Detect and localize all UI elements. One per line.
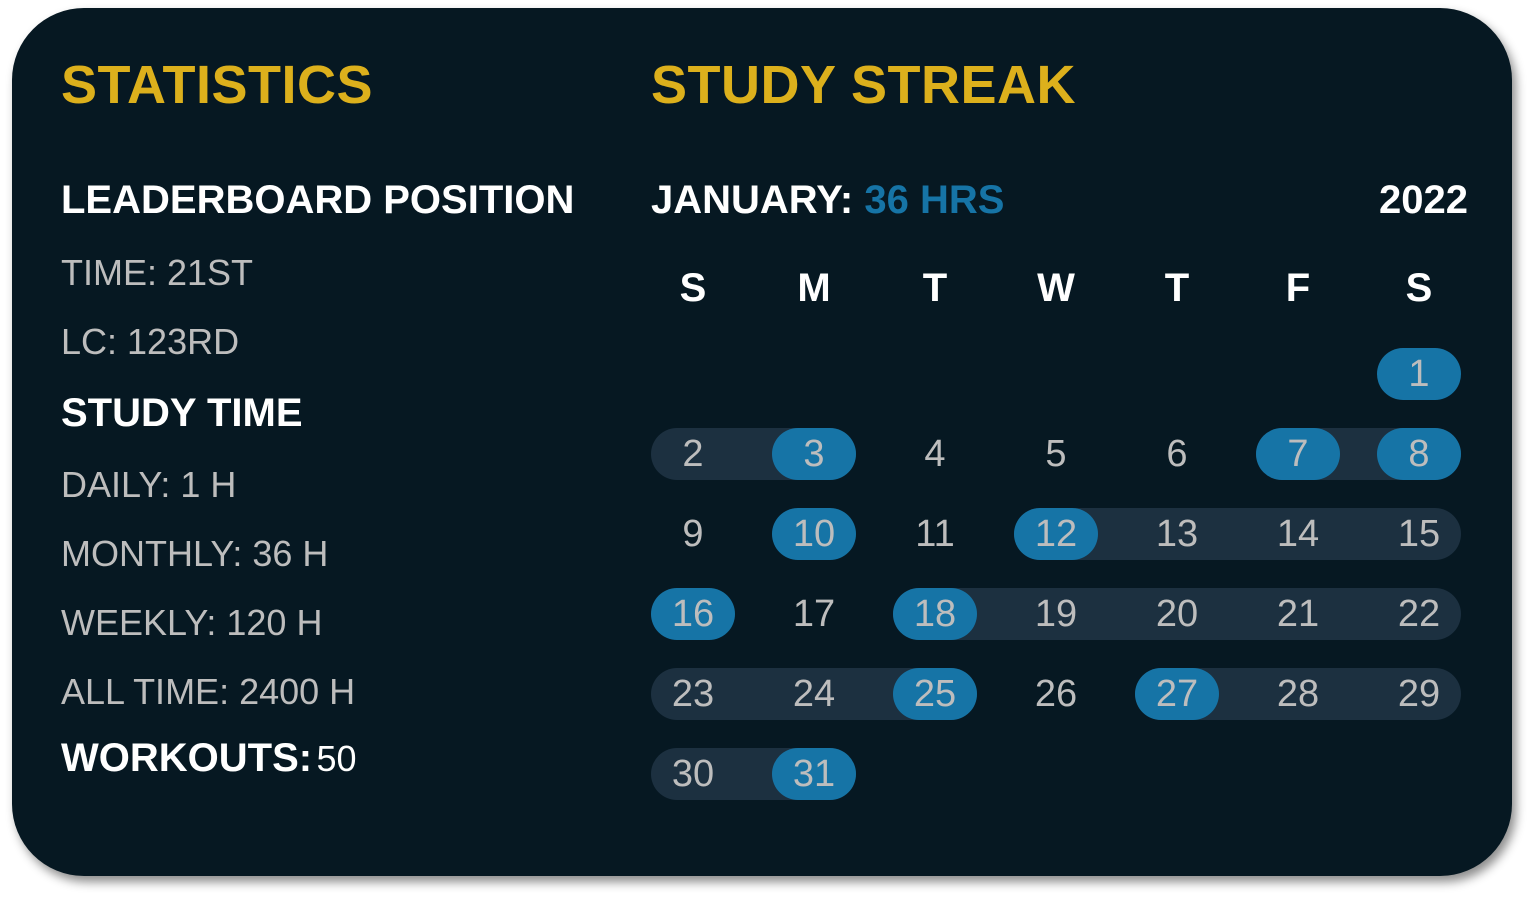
calendar-day[interactable]: 24 (792, 673, 836, 715)
workouts-label: WORKOUTS: (61, 736, 313, 780)
calendar-day-studied[interactable]: 8 (1377, 428, 1461, 480)
month-hours: 36 HRS (864, 178, 1005, 222)
calendar-day[interactable]: 9 (682, 513, 704, 555)
leaderboard-time: TIME: 21ST (61, 252, 254, 293)
month-summary: JANUARY: 36 HRS (651, 178, 1004, 223)
calendar-day[interactable]: 29 (1397, 673, 1441, 715)
study-streak-title: STUDY STREAK (651, 55, 1077, 115)
calendar-day-studied[interactable]: 16 (651, 588, 735, 640)
calendar-day[interactable]: 23 (671, 673, 715, 715)
weekday-header: T (922, 266, 948, 310)
study-daily: DAILY: 1 H (61, 464, 237, 505)
calendar-day-studied[interactable]: 7 (1256, 428, 1340, 480)
calendar-day[interactable]: 4 (924, 433, 946, 475)
calendar-day[interactable]: 26 (1034, 673, 1078, 715)
calendar-day-studied[interactable]: 1 (1377, 348, 1461, 400)
study-monthly: MONTHLY: 36 H (61, 533, 329, 574)
study-time-heading: STUDY TIME (61, 391, 303, 435)
weekday-header: S (679, 266, 707, 310)
calendar-day[interactable]: 20 (1155, 593, 1199, 635)
calendar-day-studied[interactable]: 12 (1014, 508, 1098, 560)
calendar-day-studied[interactable]: 27 (1135, 668, 1219, 720)
streak-bar (893, 588, 1461, 640)
calendar-day[interactable]: 19 (1034, 593, 1078, 635)
calendar-day-studied[interactable]: 31 (772, 748, 856, 800)
calendar-day[interactable]: 6 (1166, 433, 1188, 475)
study-all-time: ALL TIME: 2400 H (61, 671, 356, 712)
year-label: 2022 (1379, 178, 1468, 222)
month-label: JANUARY: (651, 178, 854, 222)
calendar-day[interactable]: 28 (1276, 673, 1320, 715)
weekday-header: S (1405, 266, 1433, 310)
weekday-header: M (797, 266, 831, 310)
calendar-day[interactable]: 5 (1045, 433, 1067, 475)
calendar-day[interactable]: 13 (1155, 513, 1199, 555)
calendar-day-studied[interactable]: 3 (772, 428, 856, 480)
calendar-day[interactable]: 22 (1397, 593, 1441, 635)
calendar-day-studied[interactable]: 10 (772, 508, 856, 560)
calendar-day-studied[interactable]: 18 (893, 588, 977, 640)
weekday-header: F (1285, 266, 1311, 310)
statistics-title: STATISTICS (61, 55, 373, 115)
calendar-day[interactable]: 15 (1397, 513, 1441, 555)
calendar-day[interactable]: 21 (1276, 593, 1320, 635)
leaderboard-lc: LC: 123RD (61, 321, 240, 362)
weekday-header: W (1037, 266, 1075, 310)
leaderboard-heading: LEADERBOARD POSITION (61, 178, 575, 222)
weekday-header: T (1164, 266, 1190, 310)
workouts-value: 50 (316, 738, 357, 779)
statistics-card: STATISTICS LEADERBOARD POSITION TIME: 21… (12, 8, 1512, 876)
study-weekly: WEEKLY: 120 H (61, 602, 323, 643)
workouts: WORKOUTS: 50 (61, 736, 357, 781)
calendar-day[interactable]: 2 (682, 433, 704, 475)
calendar-day[interactable]: 14 (1276, 513, 1320, 555)
calendar-day[interactable]: 17 (792, 593, 836, 635)
calendar-day[interactable]: 11 (915, 513, 955, 555)
calendar-day[interactable]: 30 (671, 753, 715, 795)
calendar-day-studied[interactable]: 25 (893, 668, 977, 720)
